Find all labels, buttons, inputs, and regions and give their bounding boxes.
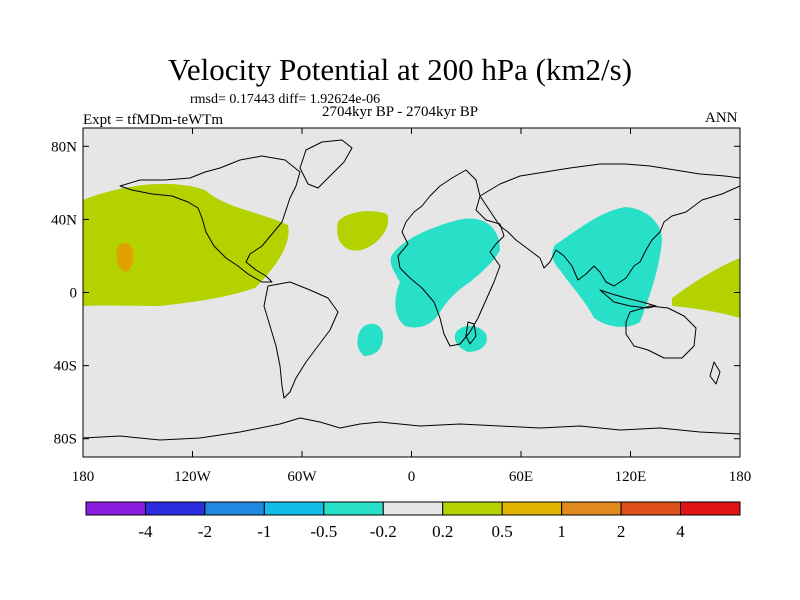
colorbar-swatch [501, 501, 563, 516]
north-atlantic-positive-region [337, 211, 389, 251]
colorbar-label: -2 [198, 522, 212, 541]
indonesia-coastline [599, 289, 657, 309]
lon-tick-label: 180 [729, 469, 752, 485]
madagascar-coastline [465, 321, 477, 345]
lon-tick-label: 120E [615, 469, 647, 485]
rmsd-stats: rmsd= 0.17443 diff= 1.92624e-06 [190, 92, 381, 107]
lat-tick-label: 40S [54, 359, 77, 375]
colorbar-label: 1 [557, 522, 566, 541]
experiment-label: Expt = tfMDm-teWTm [83, 112, 224, 128]
colorbar-swatch [323, 501, 384, 516]
antarctica-coastline [83, 417, 740, 441]
lon-tick-label: 120W [174, 469, 212, 485]
asia-coastline [479, 163, 740, 287]
lat-tick-label: 0 [70, 286, 78, 302]
colorbar-label: -0.2 [370, 522, 397, 541]
lon-tick-label: 60W [287, 469, 317, 485]
colorbar-label: 4 [676, 522, 685, 541]
colorbar-swatch [442, 501, 503, 516]
south-atlantic-negative-region [357, 323, 384, 356]
lat-tick-label: 80N [51, 139, 77, 155]
colorbar-label: -0.5 [310, 522, 337, 541]
colorbar-label: 0.2 [432, 522, 453, 541]
colorbar-swatch [263, 501, 325, 516]
west-pacific-positive-region [672, 258, 740, 318]
africa-negative-region [390, 218, 500, 328]
colorbar-label: -4 [138, 522, 153, 541]
asia-negative-region [552, 207, 662, 327]
latitude-axis: 80N 40N 0 40S 80S [51, 139, 740, 448]
colorbar-swatch [680, 501, 741, 516]
colorbar: -4 -2 -1 -0.5 -0.2 0.2 0.5 1 2 4 [85, 501, 741, 541]
lon-tick-label: 180 [72, 469, 95, 485]
colorbar-label: -1 [257, 522, 271, 541]
coastlines [83, 139, 740, 441]
south-america-coastline [263, 281, 339, 399]
period-label: 2704kyr BP - 2704kyr BP [322, 104, 479, 120]
plot-title: Velocity Potential at 200 hPa (km2/s) [167, 52, 633, 87]
colorbar-swatch [382, 501, 444, 516]
australia-coastline [625, 305, 697, 359]
colorbar-swatch [561, 501, 622, 516]
hawaii-positive-core-region [116, 242, 134, 272]
colorbar-label: 0.5 [492, 522, 513, 541]
colorbar-swatch [144, 501, 206, 516]
new-zealand-coastline [709, 361, 721, 385]
lon-tick-label: 0 [408, 469, 416, 485]
longitude-axis: 180 120W 60W 0 60E 120E 180 [72, 128, 752, 485]
north-pacific-positive-region [83, 183, 289, 306]
season-label: ANN [705, 110, 738, 126]
madagascar-negative-region [454, 325, 487, 352]
lon-tick-label: 60E [509, 469, 533, 485]
colorbar-swatch [620, 501, 682, 516]
colorbar-swatch [204, 501, 265, 516]
lat-tick-label: 80S [54, 432, 77, 448]
europe-africa-coastline [397, 169, 505, 347]
greenland-coastline [299, 139, 353, 189]
colorbar-swatch [85, 501, 146, 516]
lat-tick-label: 40N [51, 212, 77, 228]
colorbar-label: 2 [617, 522, 626, 541]
north-america-coastline [119, 155, 301, 283]
